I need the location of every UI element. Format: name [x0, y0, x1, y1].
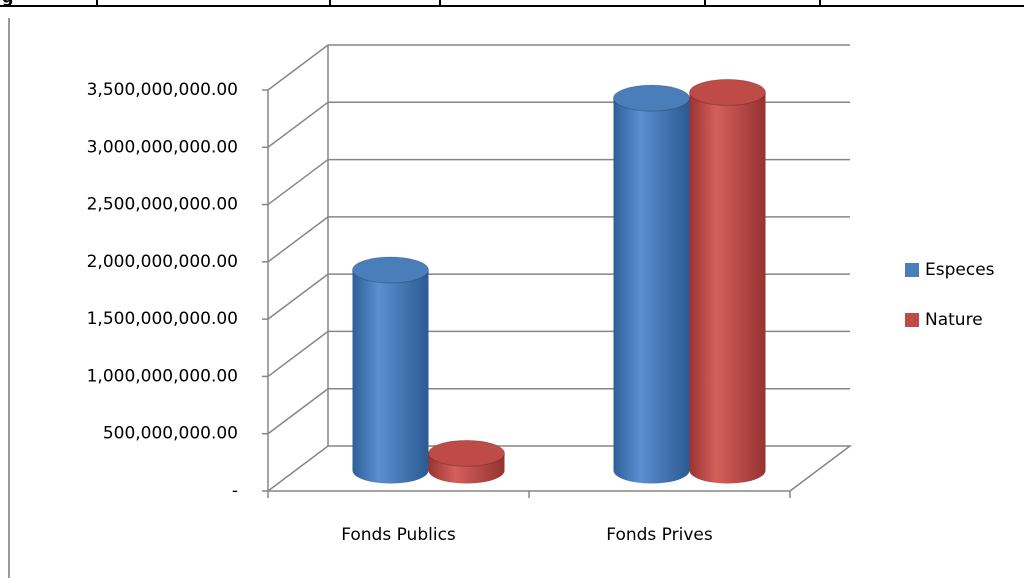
cut-text: g — [2, 0, 13, 7]
floor — [267, 445, 853, 492]
cylinder-body — [689, 92, 766, 471]
cylinder — [428, 439, 505, 484]
cylinder-body — [352, 270, 429, 471]
cylinder — [352, 256, 429, 484]
cylinder-top — [352, 256, 429, 284]
cylinder-base — [689, 457, 766, 484]
y-tick-label: 2,500,000,000.00 — [87, 195, 238, 215]
y-tick-label: 2,000,000,000.00 — [87, 252, 238, 272]
page-frame — [0, 0, 1024, 7]
x-tick-label: Fonds Publics — [341, 525, 456, 545]
y-tick-label: - — [232, 481, 238, 501]
y-tick-label: 1,000,000,000.00 — [87, 366, 238, 386]
y-tick-label: 3,000,000,000.00 — [87, 137, 238, 157]
y-tick-label: 1,500,000,000.00 — [87, 309, 238, 329]
x-tick-label: Fonds Prives — [606, 525, 713, 545]
cylinder-top — [689, 78, 766, 106]
cylinder-base — [352, 457, 429, 484]
legend-swatch — [905, 263, 919, 277]
cylinder-top — [428, 439, 505, 467]
cylinder-base — [613, 457, 690, 484]
cylinder-top — [613, 84, 690, 112]
cylinder — [613, 84, 690, 484]
grid-line — [267, 44, 850, 91]
y-tick-label: 500,000,000.00 — [103, 424, 238, 444]
y-tick-label: 3,500,000,000.00 — [87, 80, 238, 100]
legend-swatch — [905, 313, 919, 327]
cylinder — [689, 78, 766, 484]
legend-label: Especes — [925, 260, 995, 280]
cylinder-body — [613, 98, 690, 471]
legend-label: Nature — [925, 310, 983, 330]
